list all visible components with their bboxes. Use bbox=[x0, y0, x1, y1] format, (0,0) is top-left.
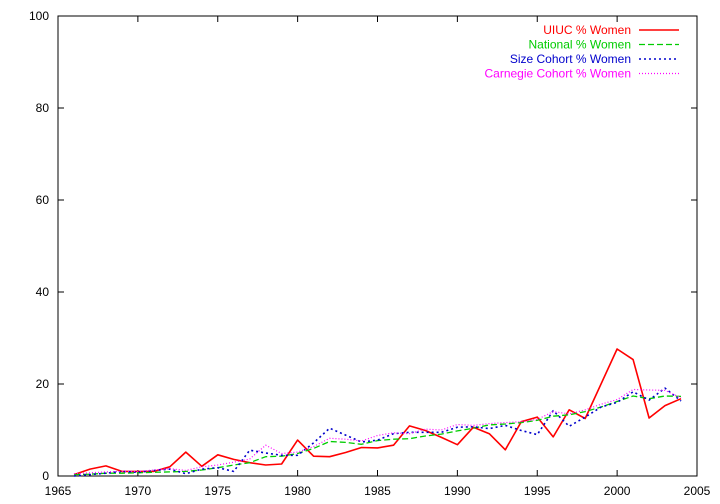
legend-label: National % Women bbox=[529, 38, 632, 52]
series-line-0 bbox=[73, 348, 682, 476]
x-tick-label: 2000 bbox=[604, 484, 631, 498]
x-tick-label: 1965 bbox=[45, 484, 72, 498]
y-tick-label: 60 bbox=[36, 193, 50, 207]
y-tick-label: 20 bbox=[36, 377, 50, 391]
x-tick-label: 1990 bbox=[444, 484, 471, 498]
x-tick-label: 1975 bbox=[204, 484, 231, 498]
y-tick-label: 80 bbox=[36, 101, 50, 115]
series-layer bbox=[73, 348, 682, 477]
series-line-1 bbox=[73, 395, 682, 476]
legend-label: Size Cohort % Women bbox=[510, 52, 631, 66]
series-line-2 bbox=[73, 387, 682, 477]
legend-label: UIUC % Women bbox=[543, 23, 631, 37]
y-tick-label: 0 bbox=[42, 469, 49, 483]
y-tick-label: 40 bbox=[36, 285, 50, 299]
plot-axes: 1965 1970 1975 1980 1985 1990 1995 2000 2005 0 20 4… bbox=[29, 9, 711, 498]
y-tick-label: 100 bbox=[29, 9, 49, 23]
series-line-3 bbox=[73, 388, 682, 475]
x-tick-label: 1985 bbox=[364, 484, 391, 498]
x-tick-label: 1995 bbox=[524, 484, 551, 498]
x-tick-label: 2005 bbox=[684, 484, 711, 498]
legend-label: Carnegie Cohort % Women bbox=[484, 67, 631, 81]
x-tick-label: 1970 bbox=[125, 484, 152, 498]
x-tick-label: 1980 bbox=[284, 484, 311, 498]
